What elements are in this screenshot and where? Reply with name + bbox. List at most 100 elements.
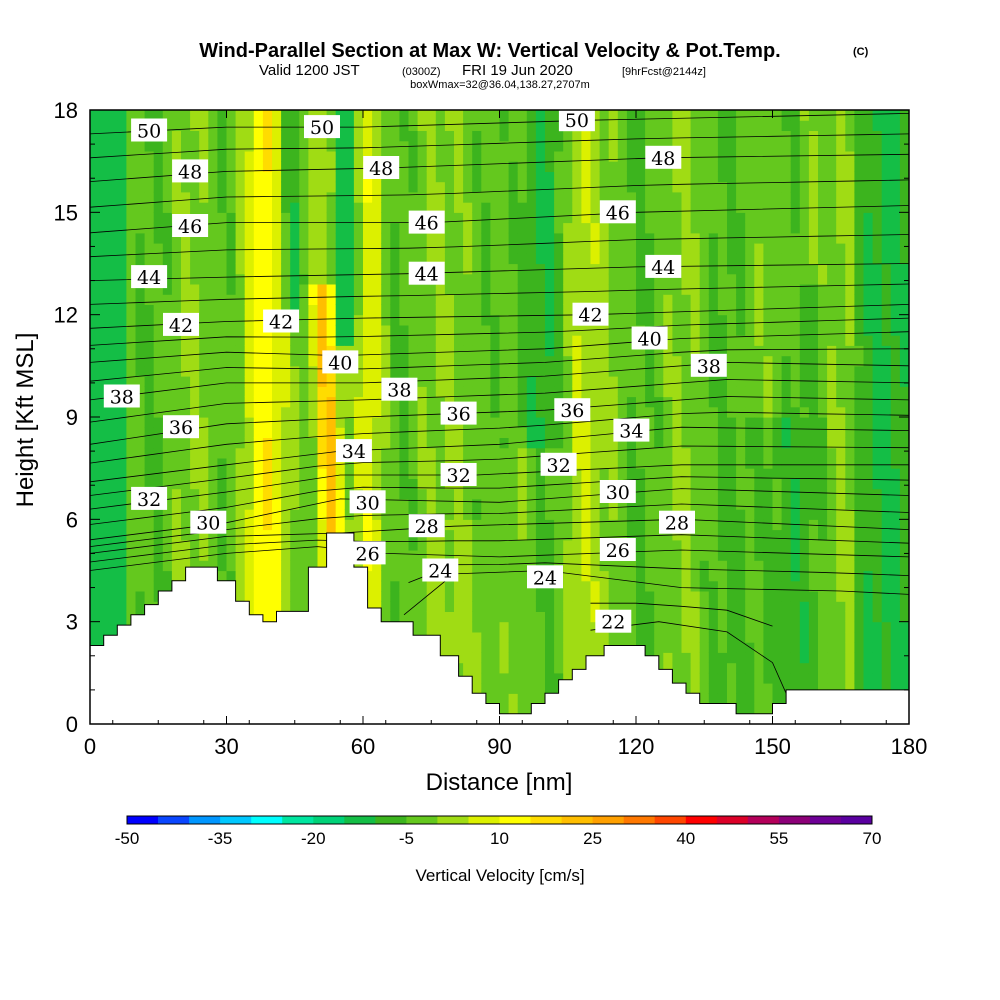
velocity-cell: [235, 181, 246, 193]
velocity-cell: [290, 478, 300, 490]
velocity-cell: [463, 437, 473, 449]
velocity-cell: [308, 376, 319, 387]
velocity-cell: [745, 181, 755, 193]
velocity-cell: [572, 212, 582, 224]
velocity-cell: [153, 427, 164, 438]
velocity-cell: [262, 294, 273, 305]
velocity-cell: [144, 253, 155, 265]
velocity-cell: [344, 191, 355, 203]
velocity-cell: [272, 150, 282, 162]
velocity-cell: [699, 222, 710, 234]
velocity-cell: [171, 263, 182, 275]
velocity-cell: [217, 457, 228, 469]
velocity-cell: [572, 171, 582, 183]
velocity-cell: [535, 202, 546, 213]
velocity-cell: [799, 386, 810, 398]
velocity-cell: [426, 253, 437, 265]
velocity-cell: [481, 161, 491, 172]
velocity-cell: [490, 396, 501, 408]
velocity-cell: [399, 304, 410, 316]
velocity-cell: [517, 642, 528, 653]
velocity-cell: [545, 662, 555, 674]
velocity-cell: [836, 437, 846, 449]
velocity-cell: [490, 191, 501, 203]
velocity-cell: [790, 591, 801, 602]
velocity-cell: [454, 273, 464, 285]
velocity-cell: [617, 386, 628, 398]
velocity-cell: [244, 376, 255, 387]
velocity-cell: [99, 621, 109, 633]
velocity-cell: [508, 683, 519, 694]
velocity-cell: [90, 447, 100, 459]
velocity-cell: [818, 468, 828, 479]
velocity-cell: [90, 150, 100, 162]
velocity-cell: [126, 457, 137, 469]
velocity-cell: [672, 468, 683, 479]
velocity-cell: [490, 140, 501, 152]
velocity-cell: [463, 304, 473, 316]
velocity-cell: [463, 150, 473, 162]
velocity-cell: [281, 232, 291, 244]
velocity-cell: [554, 498, 564, 510]
velocity-cell: [535, 140, 546, 152]
velocity-cell: [299, 406, 309, 418]
velocity-cell: [117, 120, 127, 131]
velocity-cell: [162, 396, 173, 408]
velocity-cell: [699, 273, 710, 285]
velocity-cell: [290, 570, 300, 582]
velocity-cell: [754, 396, 764, 408]
velocity-cell: [481, 212, 491, 224]
velocity-cell: [299, 386, 309, 398]
velocity-cell: [699, 263, 710, 275]
velocity-cell: [626, 468, 637, 479]
velocity-cell: [581, 488, 592, 500]
velocity-cell: [818, 509, 828, 520]
velocity-cell: [117, 498, 127, 510]
velocity-cell: [435, 232, 446, 244]
velocity-cell: [262, 263, 273, 275]
velocity-cell: [727, 212, 737, 224]
velocity-cell: [481, 529, 491, 541]
velocity-cell: [772, 335, 783, 346]
velocity-cell: [708, 243, 719, 254]
velocity-cell: [790, 212, 801, 224]
velocity-cell: [344, 140, 355, 152]
velocity-cell: [526, 437, 537, 449]
velocity-cell: [281, 335, 291, 346]
velocity-cell: [608, 468, 619, 479]
velocity-cell: [545, 120, 555, 131]
velocity-cell: [454, 355, 464, 367]
velocity-cell: [554, 672, 564, 684]
velocity-cell: [226, 457, 237, 469]
velocity-cell: [736, 703, 746, 715]
velocity-cell: [517, 693, 528, 705]
velocity-cell: [208, 396, 218, 408]
velocity-cell: [836, 120, 846, 131]
velocity-cell: [454, 539, 464, 551]
velocity-cell: [108, 417, 118, 428]
velocity-cell: [135, 386, 146, 398]
velocity-cell: [472, 437, 482, 449]
velocity-cell: [599, 161, 610, 172]
velocity-cell: [90, 212, 100, 224]
velocity-cell: [390, 550, 400, 561]
velocity-cell: [517, 488, 528, 500]
velocity-cell: [217, 529, 228, 541]
velocity-cell: [335, 150, 346, 162]
velocity-cell: [736, 509, 746, 520]
velocity-cell: [717, 222, 728, 234]
velocity-cell: [226, 519, 237, 531]
velocity-cell: [408, 478, 419, 490]
velocity-cell: [508, 253, 519, 265]
velocity-cell: [481, 417, 491, 428]
velocity-cell: [772, 519, 783, 531]
velocity-cell: [408, 406, 419, 418]
velocity-cell: [481, 427, 491, 438]
velocity-cell: [235, 560, 246, 572]
velocity-cell: [190, 140, 200, 152]
velocity-cell: [808, 591, 819, 602]
velocity-cell: [663, 120, 673, 131]
velocity-cell: [690, 580, 701, 592]
velocity-cell: [244, 232, 255, 244]
velocity-cell: [235, 468, 246, 479]
